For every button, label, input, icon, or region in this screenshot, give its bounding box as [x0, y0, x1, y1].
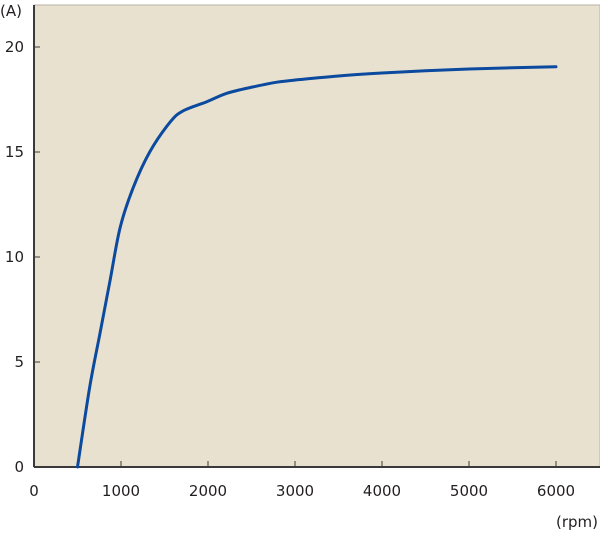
y-tick-label: 20	[5, 38, 24, 56]
x-tick-label: 1000	[102, 482, 140, 500]
x-axis-label: (rpm)	[556, 513, 598, 531]
x-tick-label: 5000	[450, 482, 488, 500]
series-line	[76, 65, 558, 469]
y-tick-label: 10	[5, 248, 24, 266]
y-axis-label: (A)	[0, 2, 22, 20]
x-tick-label: 0	[29, 482, 39, 500]
x-tick-label: 3000	[276, 482, 314, 500]
y-tick-label: 0	[14, 458, 24, 476]
x-tick-label: 4000	[363, 482, 401, 500]
plot-background	[33, 4, 600, 468]
y-tick-label: 5	[14, 353, 24, 371]
y-tick-label: 15	[5, 143, 24, 161]
x-tick-label: 6000	[537, 482, 575, 500]
x-tick-label: 2000	[189, 482, 227, 500]
